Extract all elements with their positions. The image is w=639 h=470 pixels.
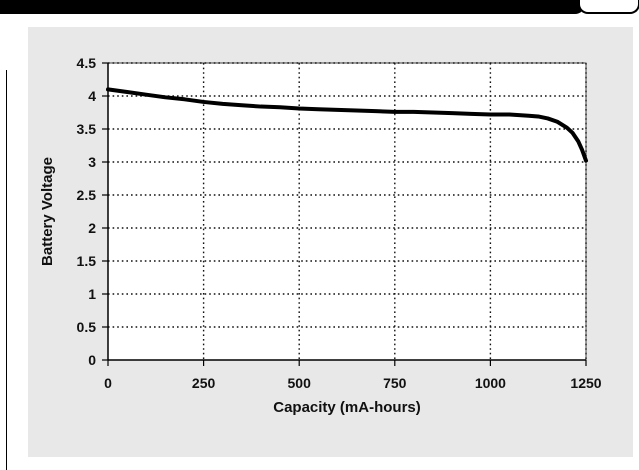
series-point [546,116,550,121]
series-point [576,139,580,144]
tick-label-layer: 0 0.5 1 1.5 2 2.5 3 3.5 4 4.5 0 250 500 750 1000 1250 [77,55,602,391]
plot-area [107,62,587,361]
series-points-layer [106,87,588,163]
series-point [536,114,540,119]
y-tick-label: 1.5 [77,253,97,269]
x-axis-title: Capacity (mA-hours) [273,399,421,416]
series-point [316,107,320,111]
series-point [393,110,397,114]
y-tick-label: 4 [88,88,96,104]
series-point [431,110,435,115]
series-point [412,110,416,114]
x-tick-label: 0 [104,375,112,391]
y-tick-label: 3.5 [77,121,97,137]
y-tick-label: 2.5 [77,187,97,203]
series-point [144,93,148,97]
series-point [297,106,301,111]
series-point [182,97,187,101]
x-tick-label: 750 [383,375,407,391]
y-tick-label: 2 [88,220,96,236]
series-point [580,148,584,152]
series-point [221,102,225,106]
axis-layer [102,62,587,366]
plot-area-group: 0 0.5 1 1.5 2 2.5 3 3.5 4 4.5 0 250 500 750 1000 1250 [77,55,602,391]
series-point [450,111,454,115]
top-black-bar [0,0,585,14]
series-point [202,100,206,104]
series-point [125,90,129,94]
series-point [354,108,359,113]
series-point [335,108,340,112]
series-point [507,112,512,117]
x-tick-label: 500 [288,375,312,391]
y-axis-title: Battery Voltage [39,157,56,266]
series-point [278,105,282,109]
series-point [584,159,588,163]
y-tick-label: 0.5 [77,319,97,335]
x-tick-label: 1250 [570,375,601,391]
y-tick-label: 3 [88,154,96,170]
x-tick-label: 250 [192,375,216,391]
chart-panel: 0 0.5 1 1.5 2 2.5 3 3.5 4 4.5 0 250 500 750 1000 1250 C… [28,27,633,457]
series-point [565,126,569,130]
grid-layer [108,62,587,360]
series-point [555,120,559,124]
series-point [259,104,263,109]
series-point [469,112,473,116]
top-right-tab [578,0,639,14]
series-point [163,95,167,99]
series-point [527,114,531,118]
y-tick-label: 0 [88,352,96,368]
series-point [240,103,244,107]
series-point [571,131,575,135]
x-tick-label: 1000 [475,375,506,391]
series-point [488,112,492,117]
y-tick-label: 4.5 [77,55,97,71]
series-point [374,109,378,113]
battery-voltage-chart: 0 0.5 1 1.5 2 2.5 3 3.5 4 4.5 0 250 500 750 1000 1250 C… [39,55,602,416]
left-vertical-rule [6,70,7,470]
y-tick-label: 1 [88,286,96,302]
